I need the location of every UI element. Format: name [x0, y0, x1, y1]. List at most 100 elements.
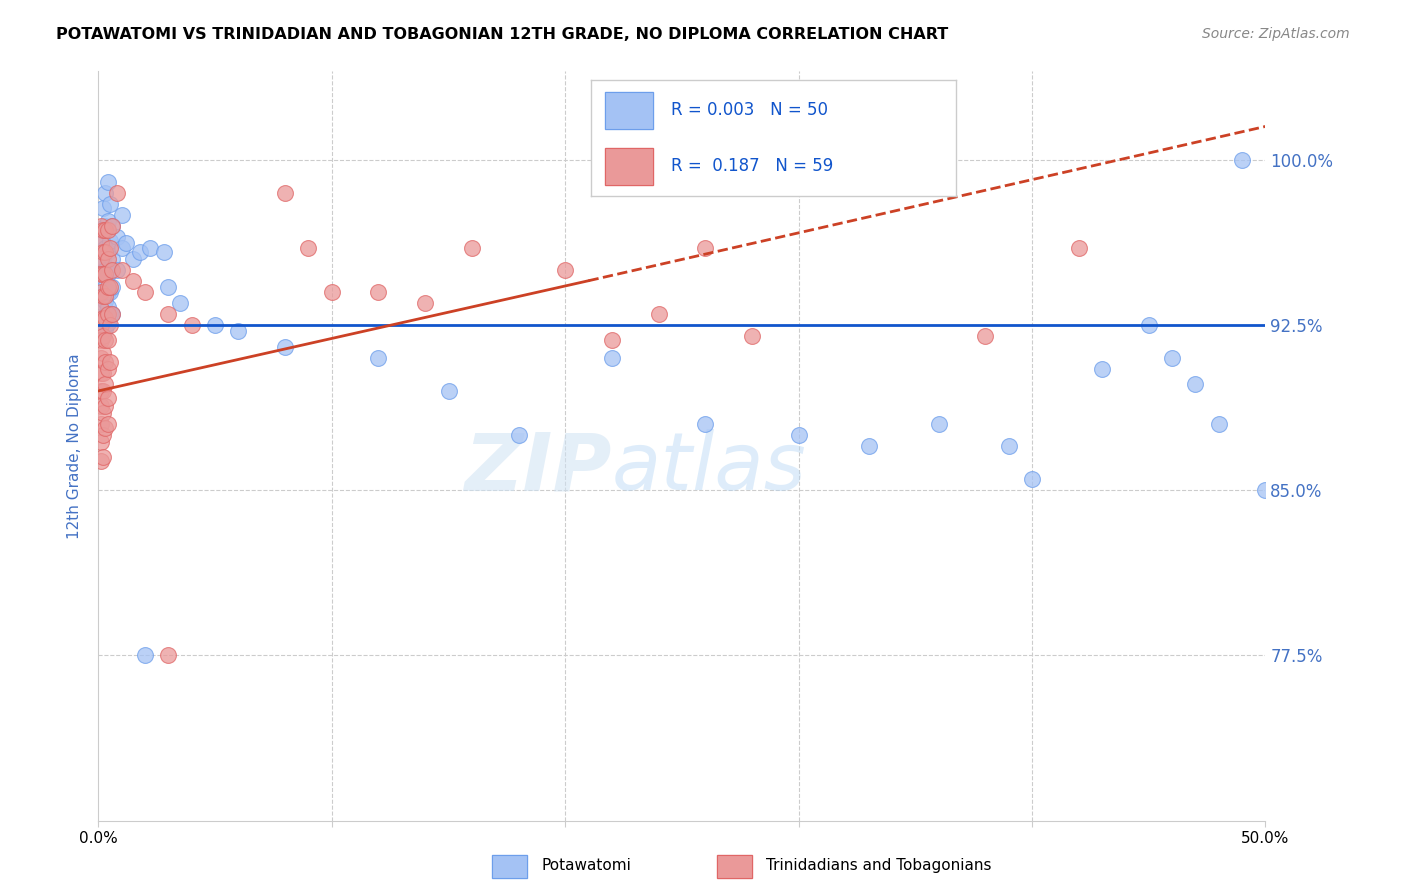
Point [787, 428, 810, 442]
Point [91, 201, 114, 215]
Point [94, 377, 117, 392]
Point [139, 241, 162, 255]
Point [1230, 153, 1253, 167]
Point [97, 417, 120, 431]
Text: R =  0.187   N = 59: R = 0.187 N = 59 [671, 157, 834, 175]
Point [90, 258, 112, 272]
Point [101, 307, 124, 321]
Point [695, 241, 717, 255]
Point [97, 252, 120, 266]
Point [97, 316, 120, 330]
Bar [717, 855, 752, 878]
Point [180, 318, 202, 332]
Point [90, 366, 112, 380]
Point [91, 311, 114, 326]
Point [94, 309, 117, 323]
Point [157, 648, 180, 663]
Point [94, 223, 117, 237]
Point [94, 289, 117, 303]
Point [97, 175, 120, 189]
Point [101, 252, 124, 266]
Point [1091, 362, 1114, 376]
Point [90, 267, 112, 281]
Point [461, 241, 484, 255]
Point [98, 262, 121, 277]
Point [94, 311, 117, 326]
Point [90, 302, 112, 317]
Point [695, 417, 717, 431]
Point [97, 267, 120, 281]
Point [274, 340, 297, 354]
Point [101, 280, 124, 294]
Point [928, 417, 950, 431]
Point [91, 328, 114, 343]
Point [90, 229, 112, 244]
Point [91, 267, 114, 281]
Point [437, 384, 460, 398]
Point [90, 454, 112, 468]
Point [97, 307, 120, 321]
Point [105, 262, 128, 277]
Point [152, 245, 174, 260]
Point [91, 428, 114, 442]
Point [97, 300, 120, 314]
Point [274, 186, 297, 200]
Bar [492, 855, 527, 878]
Point [997, 439, 1019, 453]
Point [94, 241, 117, 255]
Point [97, 214, 120, 228]
Point [90, 285, 112, 299]
Point [91, 285, 114, 299]
Point [98, 241, 121, 255]
Point [91, 245, 114, 260]
Point [91, 236, 114, 251]
Point [858, 439, 880, 453]
Text: R = 0.003   N = 50: R = 0.003 N = 50 [671, 102, 828, 120]
Text: ZIP: ZIP [464, 429, 612, 508]
Point [134, 285, 156, 299]
Point [204, 318, 226, 332]
Point [91, 450, 114, 464]
Point [974, 328, 997, 343]
Point [94, 280, 117, 294]
Point [122, 252, 145, 266]
Point [94, 267, 117, 281]
Point [94, 219, 117, 233]
Point [367, 351, 389, 365]
Point [91, 384, 114, 398]
Point [134, 648, 156, 663]
Point [554, 262, 576, 277]
Point [98, 307, 121, 321]
Text: Potawatomi: Potawatomi [541, 858, 631, 872]
Point [1161, 351, 1184, 365]
Point [94, 421, 117, 435]
Text: POTAWATOMI VS TRINIDADIAN AND TOBAGONIAN 12TH GRADE, NO DIPLOMA CORRELATION CHAR: POTAWATOMI VS TRINIDADIAN AND TOBAGONIAN… [56, 27, 949, 42]
Point [94, 262, 117, 277]
Point [90, 384, 112, 398]
Point [91, 267, 114, 281]
Point [94, 245, 117, 260]
Point [105, 186, 128, 200]
Point [129, 245, 152, 260]
Point [90, 417, 112, 431]
Point [98, 285, 121, 299]
Point [94, 293, 117, 308]
Point [101, 219, 124, 233]
Point [90, 318, 112, 332]
Text: atlas: atlas [612, 429, 807, 508]
Y-axis label: 12th Grade, No Diploma: 12th Grade, No Diploma [67, 353, 83, 539]
Point [98, 318, 121, 332]
Point [741, 328, 763, 343]
Point [508, 428, 530, 442]
Point [91, 325, 114, 339]
Point [91, 406, 114, 420]
Point [647, 307, 669, 321]
Point [122, 274, 145, 288]
Point [1067, 241, 1090, 255]
Point [91, 223, 114, 237]
Point [90, 252, 112, 266]
Bar [492, 855, 527, 878]
Point [600, 333, 623, 347]
Point [105, 229, 128, 244]
Point [94, 355, 117, 369]
